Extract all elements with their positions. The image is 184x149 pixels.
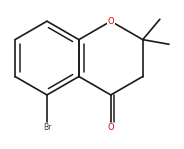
Text: Br: Br: [43, 123, 51, 132]
Text: O: O: [107, 123, 114, 132]
Text: O: O: [107, 17, 114, 26]
